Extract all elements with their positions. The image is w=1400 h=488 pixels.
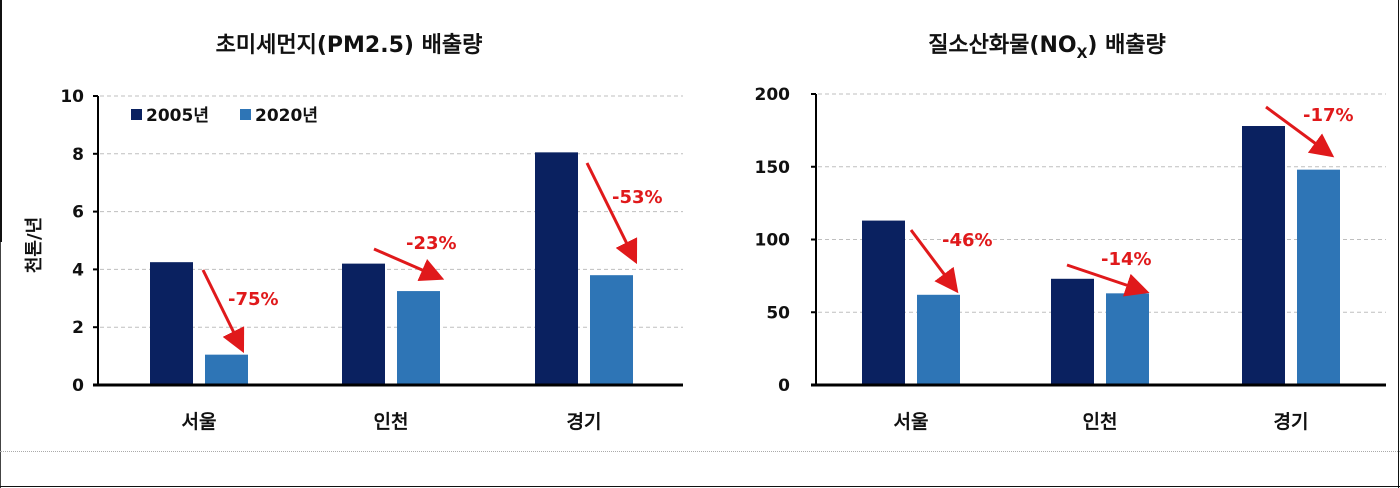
bar-2020년 xyxy=(590,275,633,385)
gridlines xyxy=(818,93,1386,313)
y-tick-label: 100 xyxy=(755,231,791,251)
legend-swatch-2020 xyxy=(240,109,251,120)
legend: 2005년 2020년 xyxy=(131,106,318,126)
legend-label-2020: 2020년 xyxy=(255,106,318,126)
decrease-arrow-icon xyxy=(201,269,245,354)
decrease-arrow-icon xyxy=(1265,105,1335,158)
bar-2020년 xyxy=(397,291,440,385)
percent-change-label: -75% xyxy=(228,289,279,310)
y-tick-label: 150 xyxy=(755,158,791,178)
y-tick-label: 0 xyxy=(72,376,84,396)
chart-title: 초미세먼지(PM2.5) 배출량 xyxy=(216,33,483,58)
bar-2005년 xyxy=(862,220,905,385)
y-tick-label: 0 xyxy=(778,376,790,396)
y-axis-label: 천톤/년 xyxy=(24,217,45,273)
bar-2020년 xyxy=(917,294,960,385)
chart-title-subscript: X xyxy=(1077,46,1088,62)
change-annotations: -75% -23% -53% xyxy=(201,162,663,354)
chart-title: 질소산화물(NOX) 배출량 xyxy=(928,33,1166,62)
bar-2020년 xyxy=(1106,293,1149,385)
y-tick-label: 2 xyxy=(72,318,84,338)
category-label: 서울 xyxy=(182,411,217,433)
legend-swatch-2005 xyxy=(131,109,142,120)
percent-change-label: -14% xyxy=(1101,249,1152,270)
y-tick-label: 8 xyxy=(72,145,84,165)
y-tick-label: 200 xyxy=(755,85,791,105)
bar-2005년 xyxy=(1242,126,1285,385)
bar-2005년 xyxy=(150,262,193,385)
y-tick-label: 50 xyxy=(766,303,790,323)
axes xyxy=(811,94,1386,387)
y-axis-ticks: 0 50 100 150 200 xyxy=(755,85,816,396)
change-annotations: -46% -14% -17% xyxy=(909,105,1354,297)
frame-border-right xyxy=(1398,0,1399,488)
frame-border-left xyxy=(0,0,2,242)
gridlines xyxy=(100,95,683,328)
y-tick-label: 4 xyxy=(72,260,84,280)
x-axis-categories: 서울 인천 경기 xyxy=(182,411,602,433)
y-axis-ticks: 0 2 4 6 8 10 xyxy=(60,87,98,396)
decrease-arrow-icon xyxy=(585,162,638,265)
axes xyxy=(93,96,683,387)
category-label: 서울 xyxy=(894,411,929,433)
percent-change-label: -53% xyxy=(612,187,663,208)
percent-change-label: -46% xyxy=(942,230,993,251)
decrease-arrow-icon xyxy=(909,229,959,294)
decrease-arrow-icon xyxy=(1066,263,1150,297)
percent-change-label: -23% xyxy=(406,233,457,254)
category-label: 인천 xyxy=(374,411,409,433)
category-label: 인천 xyxy=(1083,411,1118,433)
legend-label-2005: 2005년 xyxy=(146,106,209,126)
pm25-emissions-chart: 초미세먼지(PM2.5) 배출량 천톤/년 0 2 4 6 8 10 서울 인천 경기 -75… xyxy=(24,33,683,433)
percent-change-label: -17% xyxy=(1303,105,1354,126)
category-label: 경기 xyxy=(567,411,602,433)
bars xyxy=(862,126,1340,385)
bar-2005년 xyxy=(342,263,385,385)
x-axis-categories: 서울 인천 경기 xyxy=(894,411,1309,433)
y-tick-label: 10 xyxy=(60,87,84,107)
bar-2020년 xyxy=(205,354,248,385)
y-tick-label: 6 xyxy=(72,203,84,223)
bar-2020년 xyxy=(1297,169,1340,385)
bar-2005년 xyxy=(1051,278,1094,385)
decrease-arrow-icon xyxy=(373,247,445,282)
dotted-separator xyxy=(0,451,1400,452)
frame-border-bottom xyxy=(0,486,1400,487)
category-label: 경기 xyxy=(1274,411,1309,433)
chart-title-tail: ) 배출량 xyxy=(1087,33,1165,58)
bars xyxy=(150,152,633,385)
bar-2005년 xyxy=(535,152,578,385)
chart-title-main: 질소산화물(NO xyxy=(928,33,1076,58)
frame-border-left-lower xyxy=(0,242,1,488)
